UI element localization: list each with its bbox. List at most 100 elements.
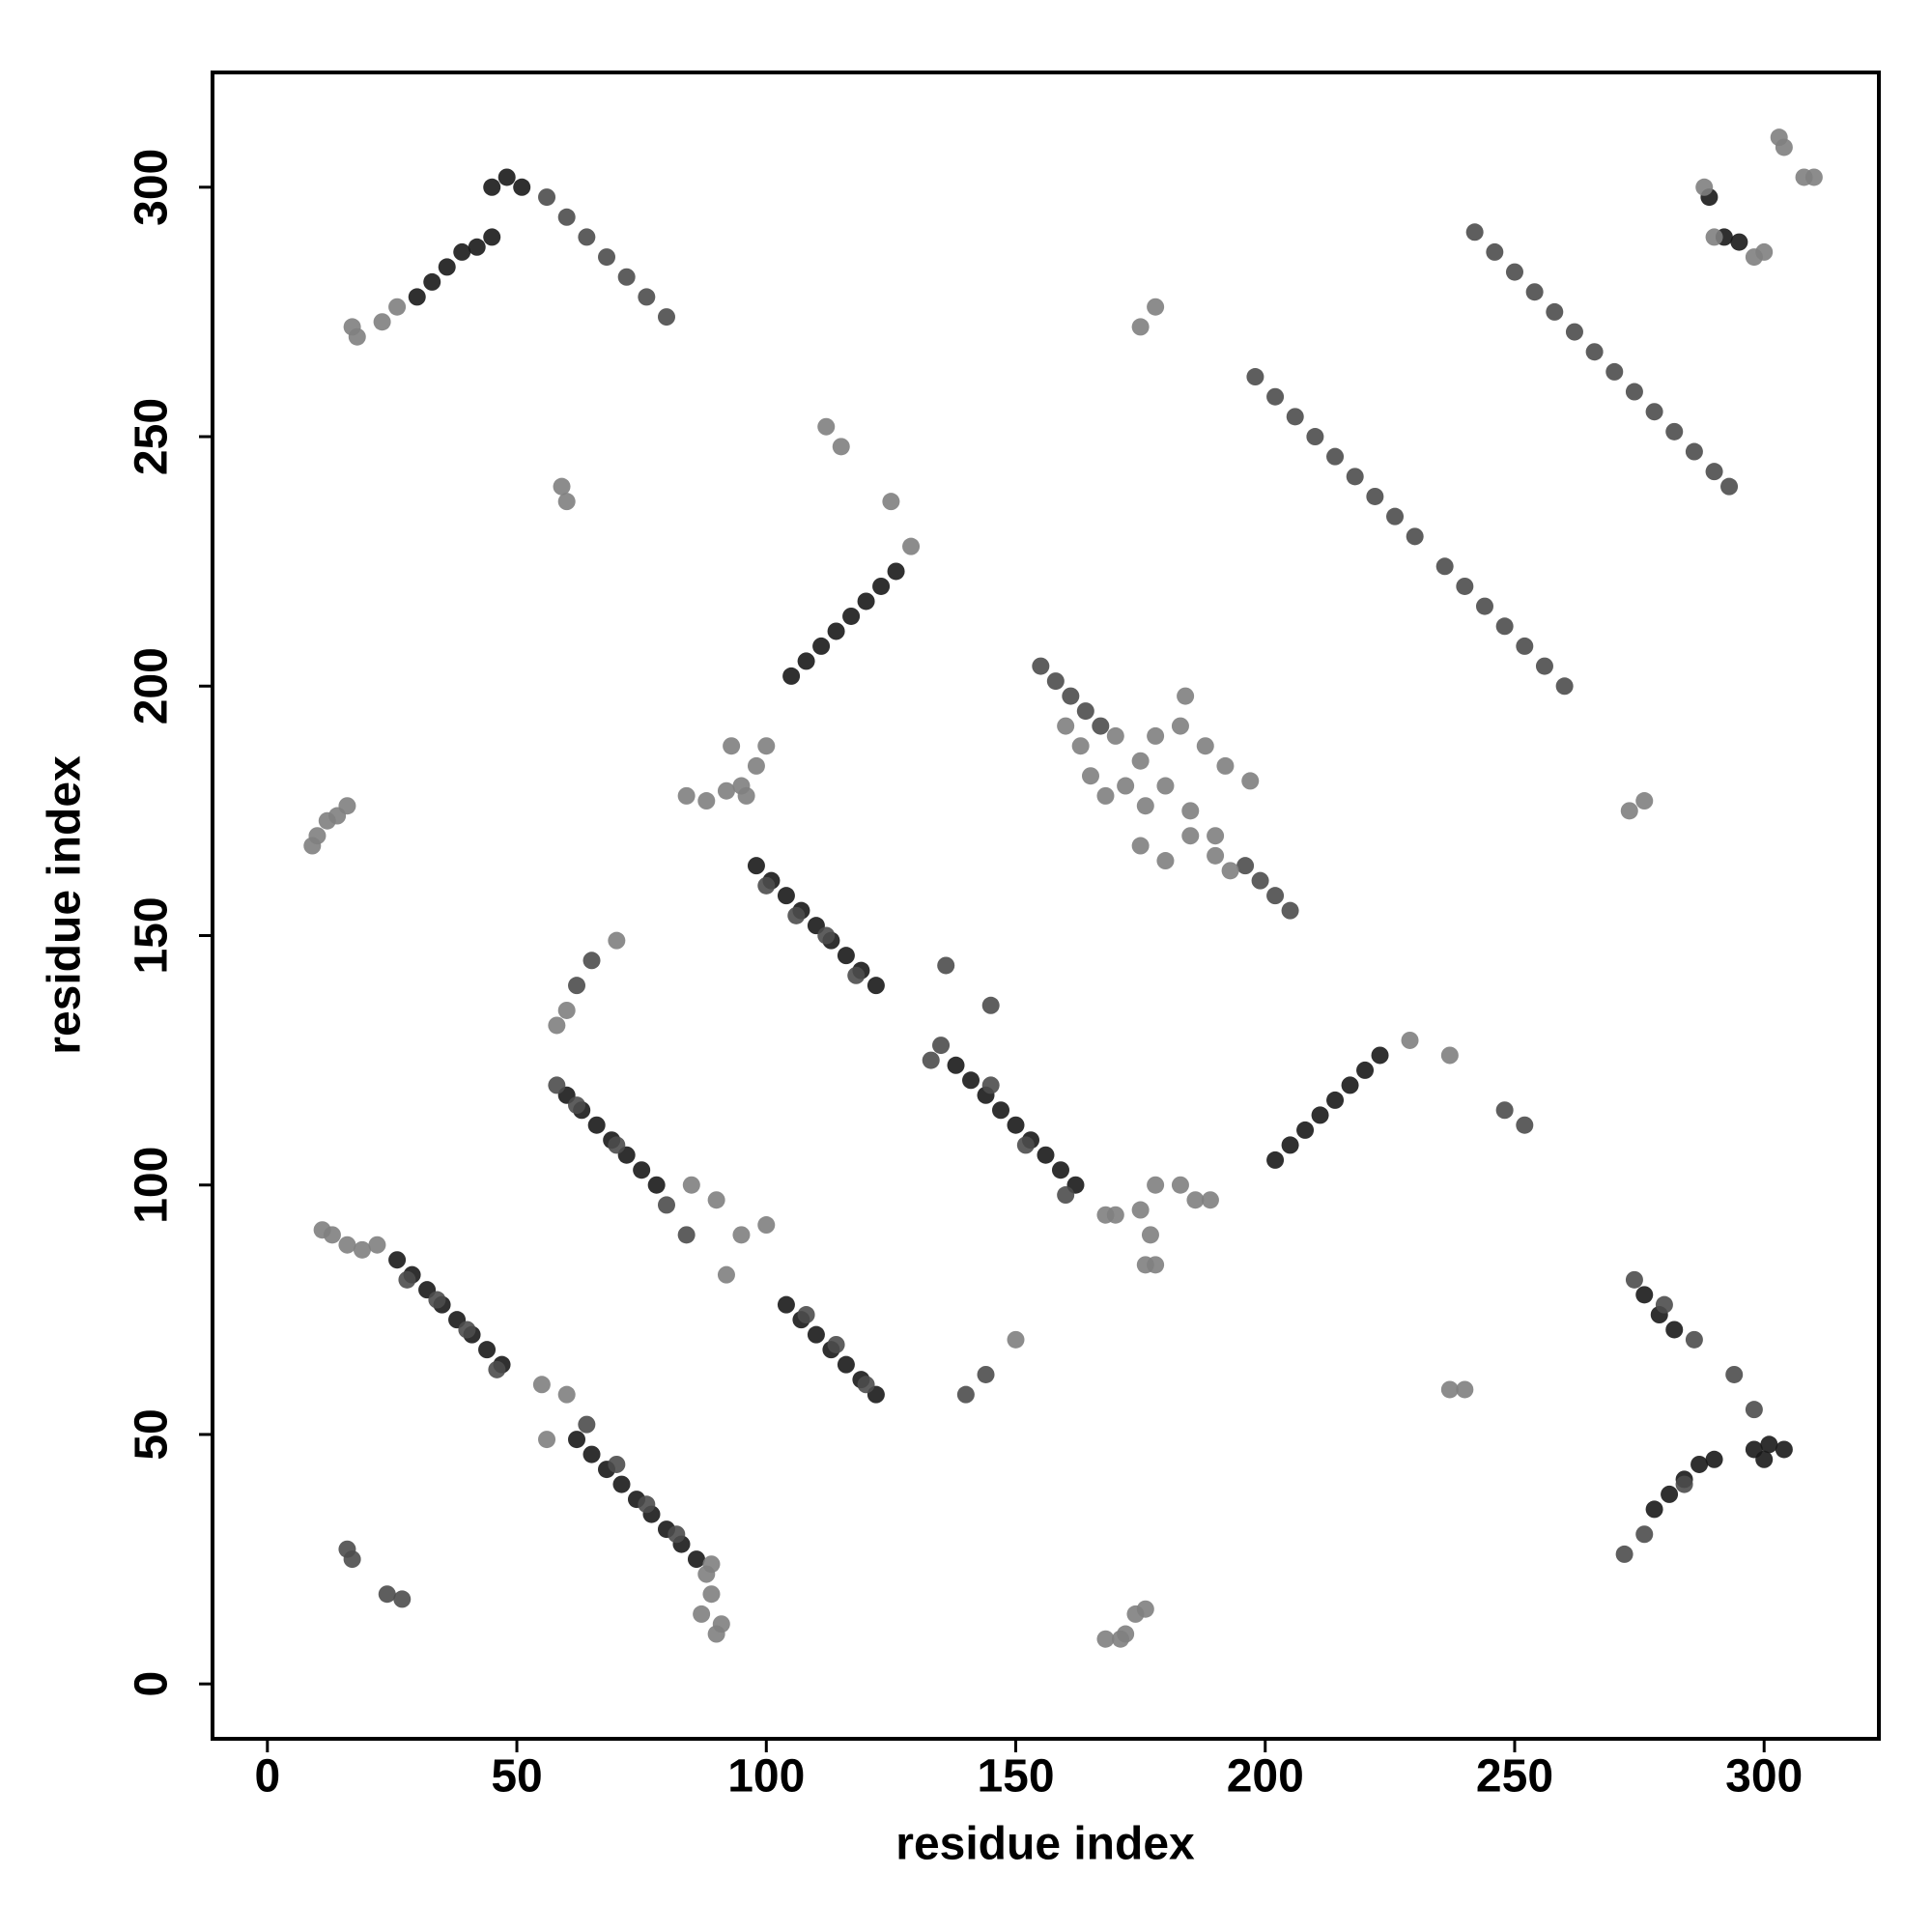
point — [1555, 677, 1574, 696]
point — [582, 952, 601, 970]
point — [1695, 178, 1714, 196]
point — [1475, 597, 1493, 615]
point — [1296, 1121, 1315, 1139]
y-tick-label: 150 — [127, 896, 178, 974]
point — [1147, 1256, 1165, 1274]
point — [587, 1116, 606, 1134]
point — [1661, 1485, 1679, 1503]
point — [687, 1550, 705, 1569]
point — [1760, 1435, 1778, 1454]
point — [373, 313, 391, 331]
point — [483, 228, 501, 246]
point — [1207, 827, 1225, 845]
point — [428, 1291, 446, 1309]
point — [1111, 1630, 1129, 1648]
point — [1046, 672, 1065, 691]
point — [932, 1037, 951, 1055]
point — [1665, 422, 1684, 440]
point — [1136, 1600, 1154, 1618]
point — [393, 1590, 412, 1608]
point — [702, 1555, 721, 1574]
point — [922, 1051, 940, 1069]
point — [682, 1176, 700, 1194]
point — [1406, 527, 1424, 546]
point — [578, 228, 596, 246]
point — [1216, 756, 1235, 775]
point — [1156, 777, 1175, 795]
point — [1440, 1046, 1459, 1065]
point — [1147, 726, 1165, 745]
point — [1286, 408, 1304, 426]
point — [538, 1431, 556, 1449]
point — [338, 797, 356, 815]
point — [777, 1295, 795, 1314]
point — [887, 562, 905, 581]
point — [453, 242, 471, 261]
point — [837, 947, 855, 965]
point — [902, 537, 921, 555]
x-tick-label: 50 — [491, 1751, 542, 1803]
point — [578, 1415, 596, 1434]
point — [1505, 263, 1523, 281]
point — [1705, 463, 1723, 481]
point — [832, 438, 850, 456]
point — [812, 637, 831, 655]
x-tick-label: 200 — [1227, 1751, 1304, 1803]
point — [1281, 901, 1299, 920]
point — [1655, 1295, 1673, 1314]
point — [1371, 1046, 1389, 1065]
point — [1081, 767, 1099, 785]
point — [1141, 1226, 1159, 1244]
point — [1645, 403, 1663, 421]
point — [702, 1585, 721, 1604]
point — [303, 837, 322, 855]
point — [1495, 617, 1514, 636]
point — [1440, 1380, 1459, 1399]
point — [1635, 1286, 1654, 1304]
point — [1131, 318, 1150, 336]
x-tick-label: 150 — [977, 1751, 1054, 1803]
point — [867, 977, 885, 995]
point — [338, 1236, 356, 1254]
point — [1730, 233, 1748, 251]
point — [1096, 1630, 1115, 1648]
point — [797, 652, 815, 670]
point — [497, 168, 516, 186]
point — [647, 1176, 666, 1194]
point — [1795, 168, 1813, 186]
point — [608, 931, 626, 950]
point — [1131, 1201, 1150, 1219]
point — [1057, 717, 1075, 735]
point — [568, 977, 586, 995]
point — [1456, 1380, 1474, 1399]
point — [638, 288, 656, 306]
point — [992, 1101, 1010, 1120]
point — [1435, 557, 1454, 576]
point — [1720, 477, 1739, 496]
point — [1775, 138, 1793, 156]
point — [857, 592, 875, 611]
point — [1266, 887, 1285, 905]
point — [1635, 1525, 1654, 1544]
point — [937, 956, 955, 975]
point — [538, 188, 556, 207]
point — [962, 1071, 980, 1090]
point — [423, 272, 441, 291]
point — [1201, 1191, 1219, 1209]
point — [1057, 1186, 1075, 1205]
point — [1131, 837, 1150, 855]
point — [677, 1226, 696, 1244]
point — [723, 737, 741, 755]
point — [842, 607, 861, 625]
y-tick-label: 50 — [127, 1408, 178, 1460]
point — [1051, 1161, 1069, 1179]
point — [1401, 1031, 1419, 1049]
point — [757, 1216, 776, 1235]
point — [947, 1056, 965, 1074]
x-tick-label: 100 — [727, 1751, 805, 1803]
point — [872, 577, 891, 595]
point — [956, 1385, 975, 1404]
point — [1306, 428, 1324, 446]
point — [1356, 1061, 1375, 1079]
point — [1495, 1101, 1514, 1120]
